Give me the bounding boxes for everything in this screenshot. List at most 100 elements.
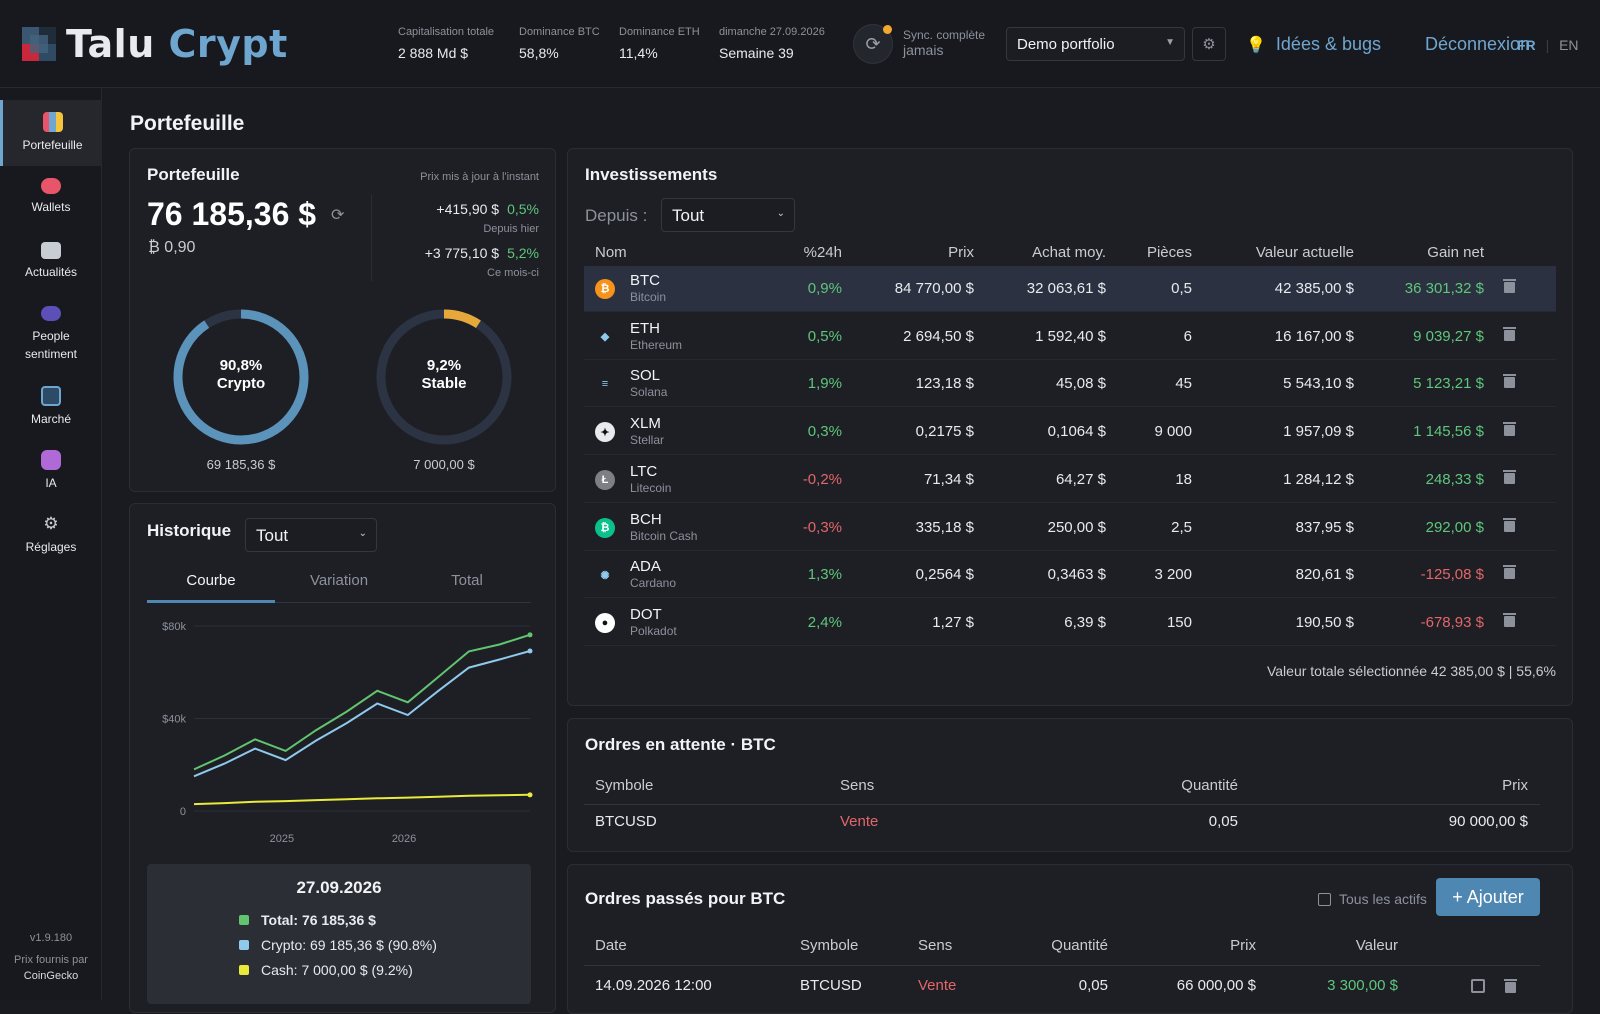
coin-net-gain: 292,00 $ <box>1425 518 1484 536</box>
trash-icon[interactable] <box>1503 612 1516 627</box>
coin-name: Cardano <box>630 576 677 591</box>
history-range-select[interactable]: Tout ⌄ <box>245 518 377 552</box>
coin-quantity: 0,5 <box>1171 280 1192 297</box>
page-title: Portefeuille <box>130 112 245 135</box>
series-point-crypto <box>527 648 533 654</box>
investment-row[interactable]: ◆ ETH Ethereum 0,5% 2 694,50 $ 1 592,40 $ 6 16 … <box>584 314 1556 360</box>
version-label: v1.9.180 <box>29 932 73 944</box>
coin-price: 123,18 $ <box>915 375 974 393</box>
coin-avg-buy: 0,3463 $ <box>1047 566 1106 584</box>
investment-row[interactable]: ✦ XLM Stellar 0,3% 0,2175 $ 0,1064 $ 9 000 1 95… <box>584 409 1556 456</box>
investment-row[interactable]: ● DOT Polkadot 2,4% 1,27 $ 6,39 $ 150 190,50 $ -… <box>584 600 1556 646</box>
xlm-coin-icon: ✦ <box>595 422 615 443</box>
active-tab-indicator <box>147 600 275 603</box>
coin-symbol: LTC <box>630 462 658 480</box>
investments-title: Investissements <box>585 165 718 184</box>
sidebar-item-ai[interactable]: IA <box>0 450 102 504</box>
refresh-icon[interactable]: ⟳ <box>331 207 345 224</box>
trash-icon[interactable] <box>1503 469 1516 484</box>
investment-row[interactable]: ✺ ADA Cardano 1,3% 0,2564 $ 0,3463 $ 3 200 820,… <box>584 552 1556 599</box>
sidebar-item-news[interactable]: Actualités <box>0 242 102 296</box>
all-assets-checkbox[interactable]: Tous les actifs <box>1318 891 1427 907</box>
portfolio-total: 76 185,36 $ <box>147 196 317 232</box>
lang-en[interactable]: EN <box>1559 37 1579 53</box>
coin-avg-buy: 45,08 $ <box>1055 375 1106 393</box>
coin-symbol: XLM <box>630 415 661 433</box>
series-line-total <box>193 633 531 771</box>
since-select[interactable]: Tout ⌄ <box>661 198 795 232</box>
coin-current-value: 16 167,00 $ <box>1274 327 1354 345</box>
trash-icon[interactable] <box>1503 422 1516 437</box>
coin-net-gain: 5 123,21 $ <box>1413 375 1484 393</box>
past-col-quantity: Quantité <box>1051 937 1108 954</box>
portfolio-select[interactable]: Demo portfolio ▼ <box>1006 27 1185 61</box>
sidebar-item-people-sentiment[interactable]: People sentiment <box>0 306 102 374</box>
col-avg-buy[interactable]: Achat moy. <box>1032 244 1106 261</box>
investment-row[interactable]: ₿ BTC Bitcoin 0,9% 84 770,00 $ 32 063,61 $ 0,5… <box>584 266 1556 312</box>
past-value: 3 300,00 $ <box>1327 977 1398 994</box>
coin-quantity: 3 200 <box>1154 566 1192 584</box>
investment-row[interactable]: ₿ BCH Bitcoin Cash -0,3% 335,18 $ 250,00 $ 2,5… <box>584 505 1556 551</box>
people-icon <box>41 306 61 321</box>
sidebar-item-market[interactable]: Marché <box>0 386 102 440</box>
coingecko-link[interactable]: CoinGecko <box>23 970 79 982</box>
daily-change-label: Depuis hier <box>483 223 539 235</box>
sidebar-item-settings[interactable]: ⚙ Réglages <box>25 514 77 554</box>
trash-icon[interactable] <box>1503 517 1516 532</box>
col-price[interactable]: Prix <box>948 244 974 261</box>
trash-icon[interactable] <box>1503 326 1516 341</box>
logout-link[interactable]: Déconnexion <box>1425 34 1531 54</box>
btc-dominance-stat: Dominance BTC 58,8% <box>519 26 600 61</box>
trash-icon[interactable] <box>1504 979 1517 993</box>
coin-symbol: ETH <box>630 319 660 337</box>
total-swatch <box>239 915 249 925</box>
total-selected: Valeur totale sélectionnée 42 385,00 $ |… <box>1266 663 1556 679</box>
col-net-gain[interactable]: Gain net <box>1427 244 1484 261</box>
col-name[interactable]: Nom <box>595 244 627 261</box>
col-quantity[interactable]: Pièces <box>1146 244 1192 261</box>
portfolio-card: Portefeuille Prix mis à jour à l'instant… <box>129 148 556 492</box>
lang-fr[interactable]: FR <box>1517 37 1536 53</box>
tab-curve[interactable]: Courbe <box>186 572 236 589</box>
language-switcher: FR | EN <box>1517 37 1579 53</box>
robot-icon <box>41 450 61 470</box>
coin-name: Ethereum <box>630 337 683 352</box>
sidebar: Portefeuille Wallets Actualités People s… <box>0 88 102 1000</box>
portfolio-settings-button[interactable]: ⚙ <box>1192 27 1226 61</box>
coin-price: 1,27 $ <box>932 613 974 631</box>
ideas-bugs-link[interactable]: 💡 Idées & bugs <box>1246 34 1381 54</box>
series-point-total <box>527 632 533 638</box>
daily-change: +415,90 $0,5% <box>436 201 539 217</box>
edit-icon[interactable] <box>1471 979 1485 993</box>
sidebar-item-wallets[interactable]: Wallets <box>0 178 102 232</box>
top-bar: Talu Crypt Capitalisation totale 2 888 Md… <box>0 0 1600 88</box>
app-logo[interactable]: Talu Crypt <box>22 22 288 66</box>
trash-icon[interactable] <box>1503 374 1516 389</box>
sidebar-footer: v1.9.180 Prix fournis par CoinGecko <box>0 930 102 984</box>
coin-quantity: 18 <box>1175 470 1192 488</box>
trash-icon[interactable] <box>1503 565 1516 580</box>
coin-24h-change: 2,4% <box>807 613 842 631</box>
coin-name: Stellar <box>630 433 665 448</box>
col-current-value[interactable]: Valeur actuelle <box>1255 244 1354 261</box>
series-line-cash <box>193 793 531 806</box>
investment-row[interactable]: ≡ SOL Solana 1,9% 123,18 $ 45,08 $ 45 5 543,10 … <box>584 361 1556 408</box>
coin-name: Litecoin <box>630 480 672 495</box>
coin-current-value: 820,61 $ <box>1295 566 1354 584</box>
investment-row[interactable]: Ł LTC Litecoin -0,2% 71,34 $ 64,27 $ 18 1 284,1… <box>584 457 1556 503</box>
coin-price: 2 694,50 $ <box>903 327 974 345</box>
coin-avg-buy: 32 063,61 $ <box>1026 280 1106 297</box>
col-24h[interactable]: %24h <box>803 244 842 261</box>
sync-status: Sync. complète jamais <box>903 28 986 58</box>
add-order-button[interactable]: + Ajouter <box>1436 878 1540 916</box>
price-updated-label: Prix mis à jour à l'instant <box>420 171 539 183</box>
trash-icon[interactable] <box>1503 279 1516 293</box>
tab-variation[interactable]: Variation <box>309 572 369 589</box>
history-line-chart: $80k $40k 0 2025 2026 <box>162 621 533 845</box>
sidebar-item-portfolio[interactable]: Portefeuille <box>0 100 102 166</box>
tab-total[interactable]: Total <box>451 572 483 589</box>
coin-24h-change: 0,5% <box>807 327 842 345</box>
coin-current-value: 1 957,09 $ <box>1283 423 1354 441</box>
series-point-cash <box>527 792 533 798</box>
coin-quantity: 2,5 <box>1171 518 1192 536</box>
